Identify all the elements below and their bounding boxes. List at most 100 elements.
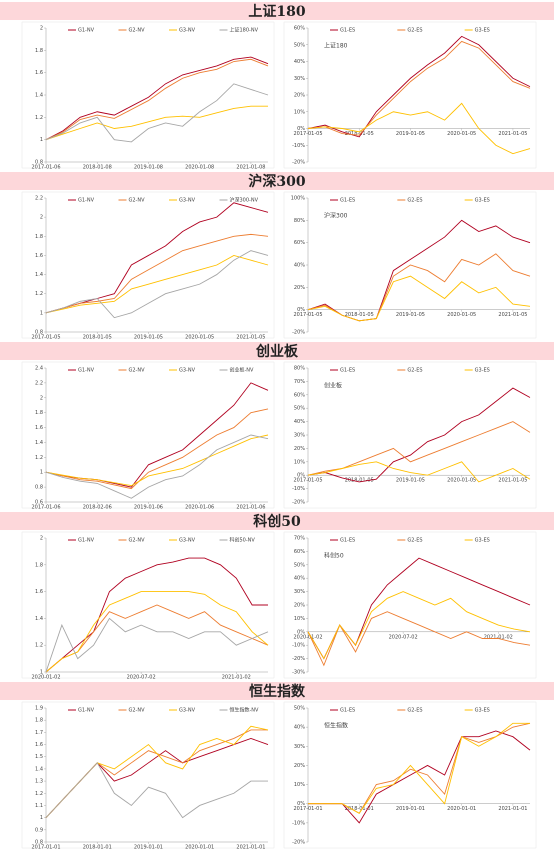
legend-label: G1-ES (340, 28, 355, 34)
y-tick-label: 0% (297, 473, 305, 479)
y-tick-label: 1.4 (35, 93, 43, 99)
section-header (0, 2, 554, 20)
series-line (308, 722, 530, 814)
y-tick-label: 1 (40, 670, 43, 676)
x-tick-label: 2018-01-05 (345, 478, 374, 484)
series-line (308, 730, 531, 824)
section-header (0, 172, 554, 190)
y-tick-label: 1.6 (35, 589, 43, 595)
x-tick-label: 2019-01-01 (134, 845, 163, 851)
y-tick-label: 30% (294, 589, 305, 595)
section-title: 创业板 (255, 343, 299, 360)
y-tick-label: 1 (40, 310, 43, 316)
series-line (45, 434, 269, 499)
legend-label: 沪深300-NV (230, 197, 259, 204)
y-tick-label: 1.8 (35, 234, 43, 240)
series-line (45, 434, 269, 487)
y-tick-label: 0.8 (35, 160, 43, 166)
y-tick-label: 2 (40, 395, 43, 401)
y-tick-label: 0% (297, 629, 305, 635)
series-line (307, 387, 531, 483)
y-tick-label: 1 (40, 470, 43, 476)
section-title: 科创50 (253, 513, 301, 530)
y-tick-label: 2.2 (35, 380, 43, 386)
series-line (45, 617, 269, 673)
y-tick-label: 1.9 (35, 706, 43, 712)
y-tick-label: 80% (294, 218, 305, 224)
legend-label: G3-ES (475, 198, 490, 204)
chart-area (283, 361, 537, 509)
legend-label: G2-NV (129, 198, 146, 204)
legend-label: G2-ES (407, 198, 422, 204)
legend-label: G2-ES (407, 538, 422, 544)
y-tick-label: 1.4 (35, 616, 43, 622)
section-header (0, 512, 554, 530)
y-tick-label: 2 (40, 26, 43, 32)
legend-label: G2-ES (407, 28, 422, 34)
x-tick-label: 2020-01-02 (293, 634, 322, 640)
series-line (45, 254, 269, 314)
y-tick-label: 1.8 (35, 562, 43, 568)
y-tick-label: 1.7 (35, 730, 43, 736)
y-tick-label: 1.4 (35, 766, 43, 772)
y-tick-label: 0% (297, 801, 305, 807)
y-tick-label: 20% (294, 603, 305, 609)
legend-label: G1-ES (340, 708, 355, 714)
x-tick-label: 2021-01-01 (498, 806, 527, 812)
y-tick-label: 1 (40, 137, 43, 143)
section-title: 沪深300 (248, 173, 305, 190)
y-tick-label: 30% (294, 744, 305, 750)
x-tick-label: 2019-01-06 (134, 505, 163, 511)
x-tick-label: 2019-01-05 (396, 478, 425, 484)
x-tick-label: 2018-01-01 (83, 845, 112, 851)
legend-label: 创业板-NV (230, 367, 255, 374)
y-tick-label: 1.2 (35, 291, 43, 297)
legend-label: G1-NV (78, 538, 95, 544)
y-tick-label: 1.4 (35, 440, 43, 446)
y-tick-label: 1.8 (35, 48, 43, 54)
legend-label: G2-ES (407, 708, 422, 714)
x-tick-label: 2017-01-01 (293, 806, 322, 812)
series-line (45, 56, 269, 141)
chart-area (21, 701, 275, 849)
x-tick-label: 2020-01-05 (447, 312, 476, 318)
x-tick-label: 2020-01-01 (185, 845, 214, 851)
y-tick-label: 1 (40, 815, 43, 821)
chart-area (21, 361, 275, 509)
series-line (45, 83, 269, 143)
series-line (307, 611, 531, 667)
y-tick-label: -20% (292, 330, 305, 336)
series-line (307, 40, 531, 136)
x-tick-label: 2017-01-05 (293, 131, 322, 137)
y-tick-label: 1.2 (35, 115, 43, 121)
legend-label: G3-NV (179, 198, 196, 204)
y-tick-label: 1.3 (35, 779, 43, 785)
y-tick-label: 20% (294, 93, 305, 99)
x-tick-label: 2019-01-01 (396, 806, 425, 812)
y-tick-label: 40% (294, 419, 305, 425)
y-tick-label: 40% (294, 725, 305, 731)
legend-label: 恒生指数-NV (230, 707, 260, 714)
y-tick-label: -20% (292, 840, 305, 846)
y-tick-label: -10% (292, 143, 305, 149)
series-line (45, 105, 268, 141)
x-tick-label: 2018-01-05 (345, 131, 374, 137)
legend-label: 科创50-NV (230, 537, 256, 544)
x-tick-label: 2019-01-05 (396, 131, 425, 137)
legend-label: G3-ES (475, 538, 490, 544)
legend-label: 上证180-NV (230, 27, 259, 34)
x-tick-label: 2021-01-02 (222, 675, 251, 681)
y-tick-label: 10% (294, 459, 305, 465)
y-tick-label: 0.8 (35, 330, 43, 336)
y-tick-label: 0% (297, 126, 305, 132)
legend-label: G3-NV (179, 708, 196, 714)
x-tick-label: 2021-01-05 (498, 312, 527, 318)
x-tick-label: 2021-01-05 (236, 335, 265, 341)
y-tick-label: 2.2 (35, 196, 43, 202)
y-tick-label: 1.6 (35, 70, 43, 76)
y-tick-label: 1.8 (35, 718, 43, 724)
y-tick-label: 0.8 (35, 840, 43, 846)
x-tick-label: 2021-01-05 (498, 478, 527, 484)
legend-label: G1-ES (340, 538, 355, 544)
